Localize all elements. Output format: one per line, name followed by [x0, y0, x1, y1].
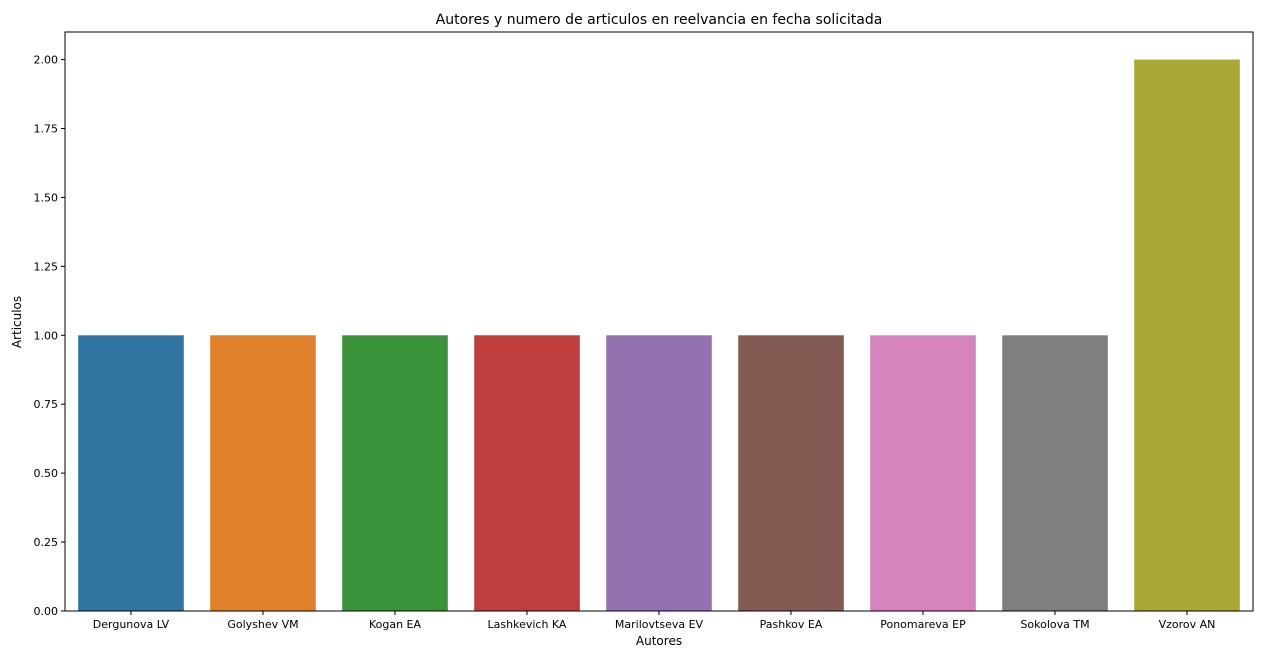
x-tick-label: Pashkov EA — [760, 618, 823, 631]
bar-lashkevich-ka — [474, 335, 580, 611]
bars-group — [78, 59, 1240, 612]
x-axis-label: Autores — [636, 634, 682, 648]
y-tick-label: 0.75 — [34, 398, 59, 411]
chart-title: Autores y numero de articulos en reelvan… — [436, 12, 883, 28]
y-tick-label: 1.25 — [34, 260, 59, 273]
x-tick-label: Ponomareva EP — [880, 618, 966, 631]
x-tick-label: Vzorov AN — [1159, 618, 1216, 631]
y-tick-label: 2.00 — [34, 54, 59, 67]
y-tick-label: 0.50 — [34, 467, 59, 480]
y-tick-label: 0.25 — [34, 536, 59, 549]
x-tick-label: Kogan EA — [369, 618, 422, 631]
x-tick-label: Dergunova LV — [93, 618, 170, 631]
bar-sokolova-tm — [1002, 335, 1108, 611]
x-tick-label: Golyshev VM — [227, 618, 298, 631]
y-tick-label: 1.75 — [34, 123, 59, 136]
x-tick-label: Lashkevich KA — [488, 618, 567, 631]
bar-vzorov-an — [1134, 59, 1240, 612]
x-tick-label: Marilovtseva EV — [615, 618, 704, 631]
bar-pashkov-ea — [738, 335, 844, 611]
y-axis: 0.00 0.25 0.50 0.75 1.00 1.25 1.50 1.75 2.00 — [34, 54, 65, 618]
y-tick-label: 0.00 — [34, 605, 59, 618]
bar-golyshev-vm — [210, 335, 316, 611]
bar-marilovtseva-ev — [606, 335, 712, 611]
y-tick-label: 1.50 — [34, 191, 59, 204]
bar-kogan-ea — [342, 335, 448, 611]
x-tick-label: Sokolova TM — [1020, 618, 1089, 631]
y-axis-label: Articulos — [10, 296, 24, 348]
plot-frame — [64, 31, 1254, 612]
x-axis: Dergunova LV Golyshev VM Kogan EA Lashkevic… — [93, 611, 1216, 631]
y-tick-label: 1.00 — [34, 329, 59, 342]
bar-ponomareva-ep — [870, 335, 976, 611]
bar-dergunova-lv — [78, 335, 184, 611]
plot-area-border — [64, 31, 1254, 612]
